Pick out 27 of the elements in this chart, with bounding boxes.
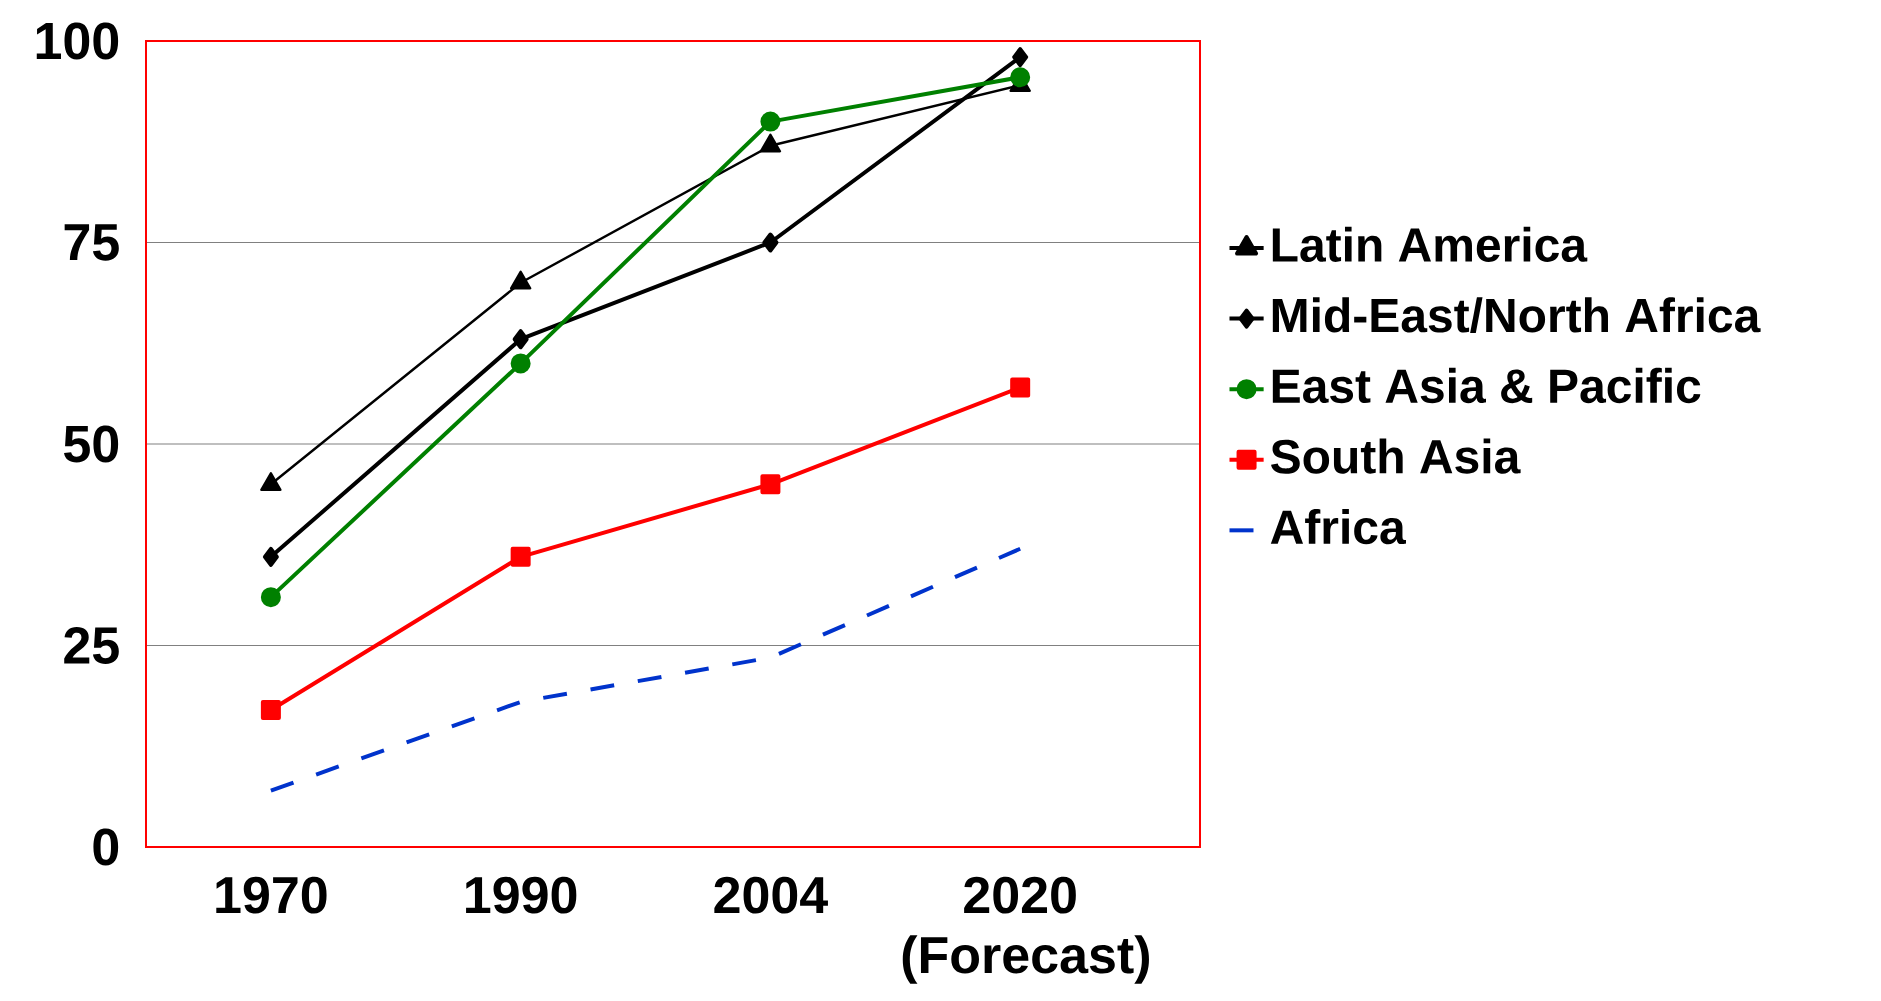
point (760, 474, 781, 495)
point (1012, 47, 1029, 68)
point (760, 111, 781, 132)
point (512, 329, 529, 350)
x-tick-label: 2004 (714, 876, 828, 914)
legend-label: Latin America (1272, 226, 1588, 262)
y-tick-label: 50 (64, 425, 119, 463)
y-tick-label: 0 (93, 828, 119, 866)
point (510, 353, 531, 374)
legend-label: South Asia (1271, 438, 1521, 474)
legend-label: East Asia & Pacific (1272, 367, 1701, 404)
point (260, 699, 281, 720)
x-tick-label: 1990 (466, 876, 577, 914)
legend-label: Mid-East/North Africa (1272, 297, 1761, 333)
point (762, 232, 779, 253)
y-tick-label: 100 (36, 22, 119, 60)
y-tick-label: 25 (64, 626, 119, 664)
point (1010, 377, 1031, 398)
point (262, 546, 279, 567)
point (1010, 67, 1031, 88)
point (260, 587, 281, 608)
line-series (268, 546, 1023, 793)
legend-label: Africa (1270, 508, 1406, 545)
point (510, 546, 531, 567)
y-tick-label: 75 (64, 224, 119, 261)
x-tick-label: 2020 (Forecast) (902, 876, 1149, 984)
x-tick-label: 1970 (216, 876, 327, 914)
